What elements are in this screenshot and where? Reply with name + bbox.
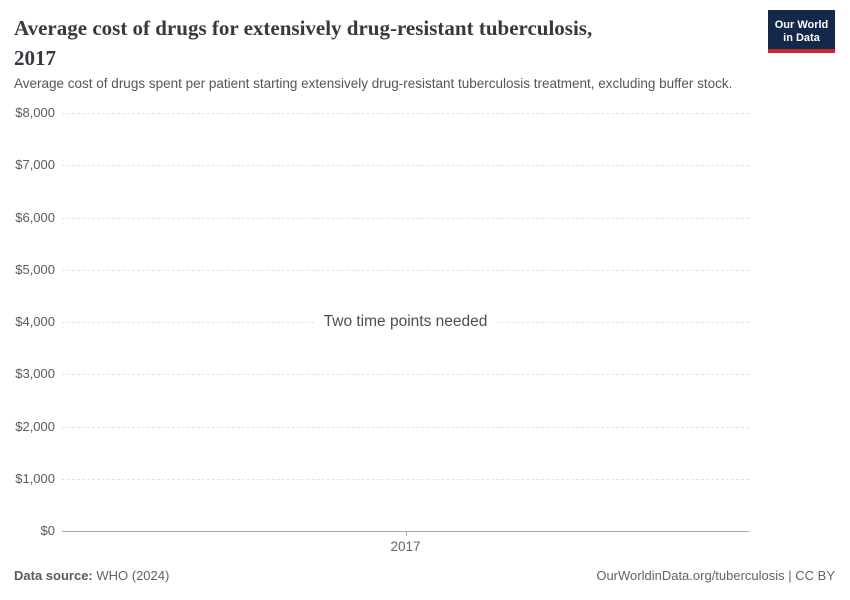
gridline xyxy=(62,165,749,167)
chart-footer: Data source: WHO (2024) OurWorldinData.o… xyxy=(14,568,835,583)
data-source-label: Data source: xyxy=(14,568,93,583)
data-source-note: Data source: WHO (2024) xyxy=(14,568,169,583)
chart-title-line1: Average cost of drugs for extensively dr… xyxy=(14,16,593,40)
y-axis-tick-label: $1,000 xyxy=(15,470,55,486)
x-axis-line xyxy=(62,531,749,532)
y-axis-tick-label: $5,000 xyxy=(15,261,55,277)
y-axis-tick-label: $6,000 xyxy=(15,209,55,225)
owid-logo-line2: in Data xyxy=(783,31,820,44)
y-axis-tick-label: $0 xyxy=(40,523,55,538)
gridline xyxy=(62,478,749,480)
y-axis-tick-label: $4,000 xyxy=(15,314,55,329)
chart-title-line2: 2017 xyxy=(14,46,56,70)
y-axis-tick-label: $7,000 xyxy=(15,157,55,173)
gridline xyxy=(62,217,749,219)
chart-subtitle: Average cost of drugs spent per patient … xyxy=(14,76,733,91)
y-axis-tick-label: $3,000 xyxy=(15,366,55,382)
owid-logo[interactable]: Our World in Data xyxy=(768,10,835,53)
chart-title: Average cost of drugs for extensively dr… xyxy=(14,13,714,73)
no-data-message: Two time points needed xyxy=(313,311,498,333)
owid-logo-line1: Our World xyxy=(774,18,829,31)
y-axis-tick-label: $2,000 xyxy=(15,418,55,434)
gridline xyxy=(62,426,749,428)
data-source-value: WHO (2024) xyxy=(92,568,170,583)
y-axis-tick-label: $8,000 xyxy=(15,105,55,120)
attribution-link[interactable]: OurWorldinData.org/tuberculosis | CC BY xyxy=(596,568,835,583)
gridline xyxy=(62,113,749,114)
x-axis-tick-label: 2017 xyxy=(390,539,421,554)
plot-area: $0 $1,000 $2,000 $3,000 $4,000 $5,000 $6,000 $7… xyxy=(0,105,850,554)
owid-logo-accent-bar xyxy=(768,49,835,53)
gridline xyxy=(62,269,749,271)
gridline xyxy=(62,374,749,376)
x-axis-tick-mark xyxy=(405,532,407,536)
